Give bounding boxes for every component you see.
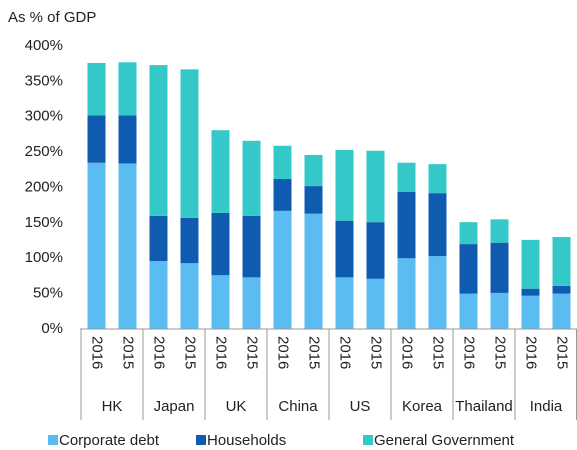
x-tick-label: 2016	[461, 336, 478, 369]
bar-segment	[552, 237, 571, 286]
x-tick-label: 2016	[337, 336, 354, 369]
bar-segment	[521, 295, 540, 329]
bar-segment	[490, 219, 509, 243]
group-label: Korea	[402, 398, 443, 415]
x-tick-label: 2016	[523, 336, 540, 369]
bar-segment	[242, 277, 261, 329]
legend-label: Corporate debt	[59, 432, 160, 449]
bar-segment	[180, 263, 199, 329]
bar-segment	[397, 162, 416, 192]
x-tick-label: 2016	[275, 336, 292, 369]
bar-segment	[149, 65, 168, 216]
bar-segment	[335, 150, 354, 221]
group-label: India	[530, 398, 563, 415]
x-tick-label: 2015	[182, 336, 199, 369]
bar-segment	[118, 115, 137, 164]
legend-swatch	[363, 435, 373, 445]
x-tick-label: 2015	[554, 336, 571, 369]
bar-segment	[428, 256, 447, 329]
bar-segment	[459, 293, 478, 329]
bar-segment	[211, 275, 230, 329]
x-tick-label: 2015	[306, 336, 323, 369]
bar-segment	[242, 140, 261, 216]
bar-segment	[490, 292, 509, 329]
bar-segment	[118, 163, 137, 329]
bar-segment	[552, 293, 571, 329]
bar-segment	[521, 288, 540, 296]
group-label: Japan	[154, 398, 195, 415]
bar-segment	[180, 69, 199, 218]
bar-segment	[428, 193, 447, 257]
bar-segment	[552, 285, 571, 294]
group-label: China	[278, 398, 318, 415]
legend-label: General Government	[374, 432, 515, 449]
bar-segment	[304, 154, 323, 187]
y-tick-label: 200%	[25, 178, 63, 195]
bar-segment	[335, 277, 354, 329]
y-tick-label: 50%	[33, 285, 63, 302]
x-tick-label: 2015	[430, 336, 447, 369]
legend-swatch	[196, 435, 206, 445]
bar-segment	[118, 62, 137, 116]
bar-segment	[366, 222, 385, 279]
bar-segment	[149, 261, 168, 329]
x-tick-label: 2015	[368, 336, 385, 369]
legend-swatch	[48, 435, 58, 445]
y-tick-label: 100%	[25, 249, 63, 266]
x-tick-label: 2016	[151, 336, 168, 369]
x-tick-label: 2016	[89, 336, 106, 369]
bar-segment	[273, 179, 292, 211]
x-tick-label: 2015	[120, 336, 137, 369]
bar-segment	[87, 162, 106, 329]
bar-segment	[211, 130, 230, 213]
x-tick-label: 2016	[399, 336, 416, 369]
group-label: US	[350, 398, 371, 415]
x-tick-label: 2015	[492, 336, 509, 369]
bar-segment	[87, 115, 106, 163]
group-label: UK	[226, 398, 247, 415]
bar-segment	[459, 222, 478, 245]
y-tick-label: 400%	[25, 37, 63, 54]
bar-segment	[149, 215, 168, 262]
x-tick-label: 2015	[244, 336, 261, 369]
bar-segment	[428, 164, 447, 194]
bar-segment	[366, 278, 385, 329]
x-tick-label: 2016	[213, 336, 230, 369]
y-tick-label: 250%	[25, 143, 63, 160]
bar-segment	[397, 191, 416, 259]
y-tick-label: 350%	[25, 72, 63, 89]
y-tick-label: 150%	[25, 214, 63, 231]
axis-label: As % of GDP	[8, 9, 96, 26]
bar-segment	[459, 244, 478, 294]
y-tick-label: 300%	[25, 108, 63, 125]
bar-segment	[366, 150, 385, 223]
bar-segment	[521, 239, 540, 289]
y-tick-label: 0%	[41, 320, 63, 337]
bar-segment	[180, 217, 199, 264]
legend-label: Households	[207, 432, 286, 449]
bar-segment	[490, 242, 509, 293]
bar-segment	[273, 145, 292, 180]
bar-segment	[335, 220, 354, 278]
bar-segment	[273, 210, 292, 329]
group-label: Thailand	[455, 398, 513, 415]
bar-segment	[397, 258, 416, 329]
bar-segment	[304, 186, 323, 214]
bar-segment	[211, 212, 230, 276]
bar-segment	[304, 213, 323, 329]
bar-segment	[87, 62, 106, 116]
bar-segment	[242, 215, 261, 278]
group-label: HK	[102, 398, 123, 415]
